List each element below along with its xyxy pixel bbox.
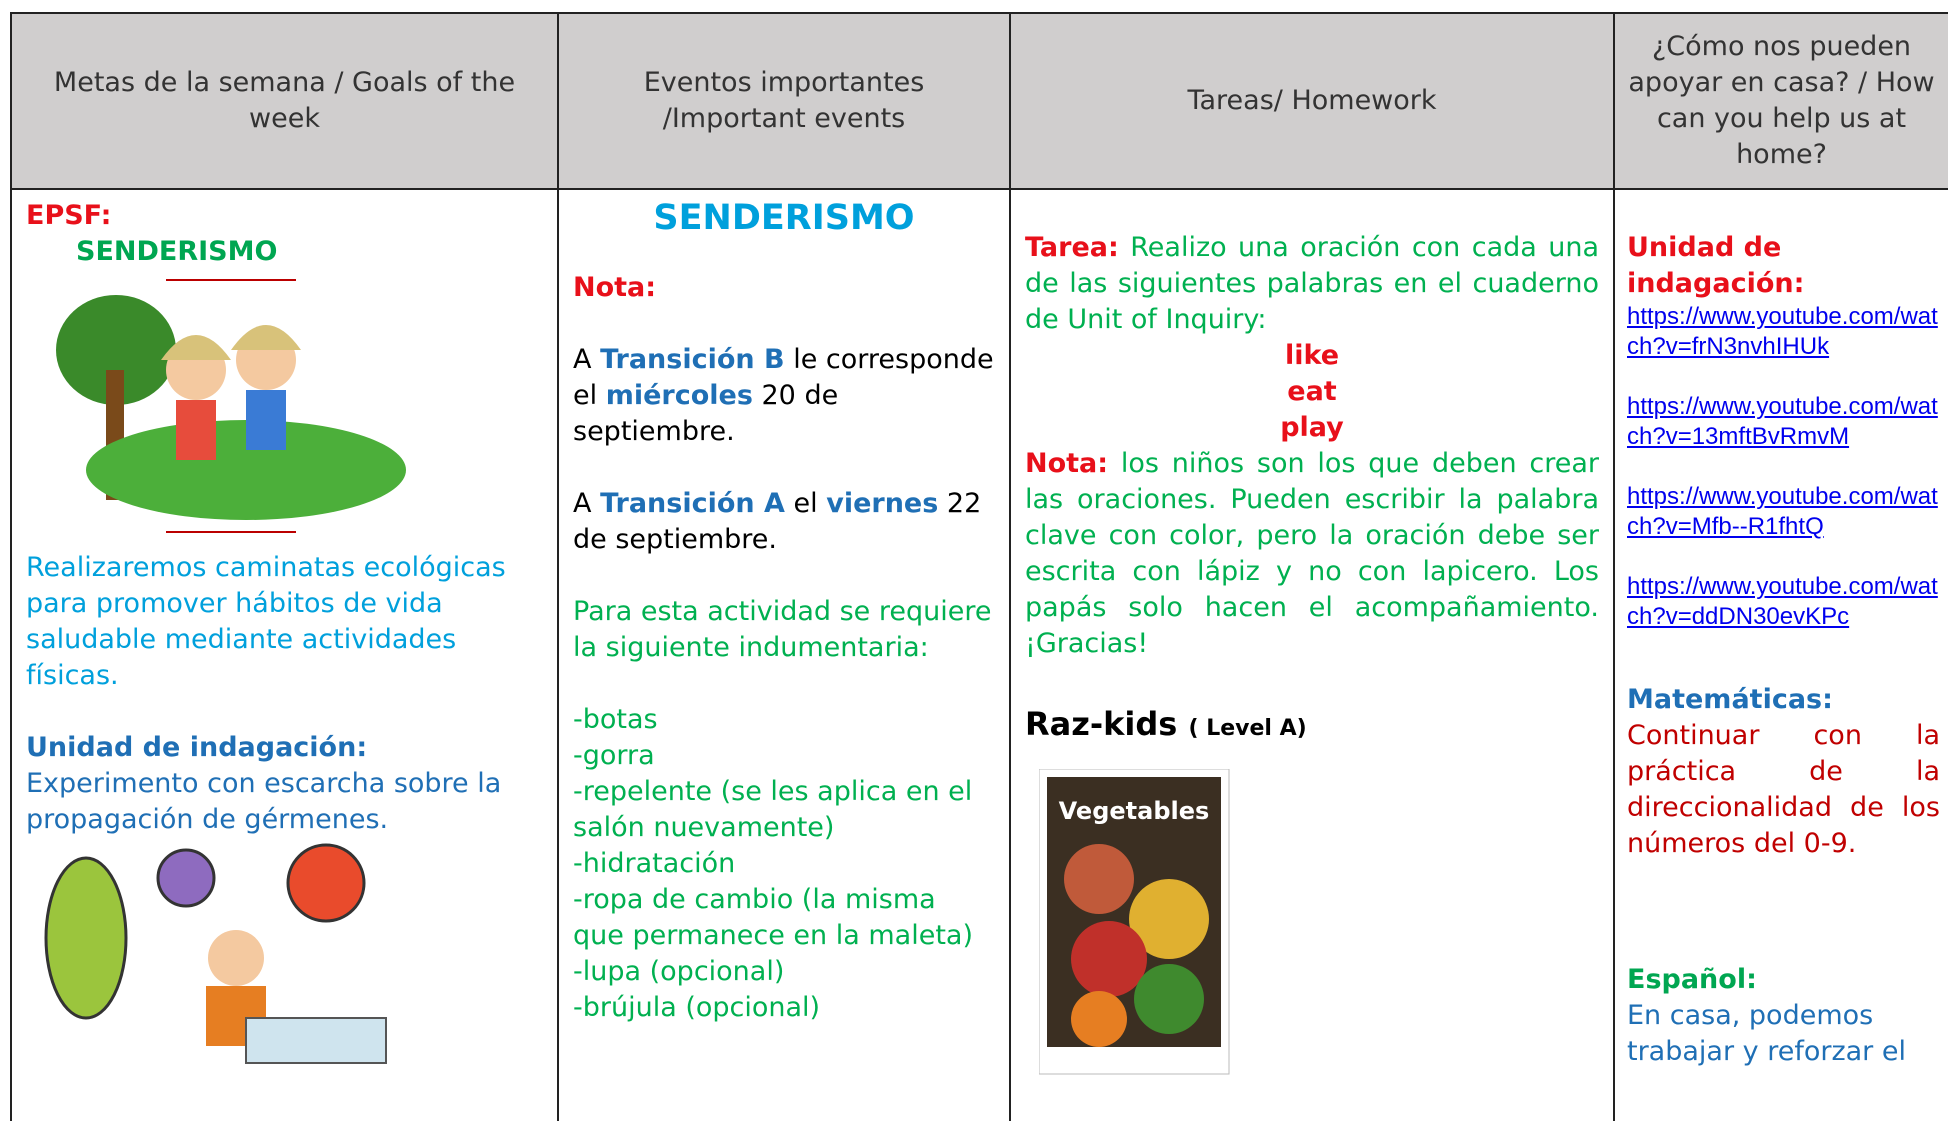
keyword: play [1280,412,1344,443]
title: SENDERISMO [76,236,278,267]
item: -lupa (opcional) [573,956,785,987]
reading-title: Raz-kids [1025,705,1178,743]
task: Tarea: Realizo una oración con cada una … [1025,230,1599,338]
video-link[interactable]: https://www.youtube.com/watch?v=13mftBvR… [1627,393,1938,450]
item: -ropa de cambio (la misma que permanece … [573,884,973,951]
item: -brújula (opcional) [573,992,821,1023]
item: -hidratación [573,848,736,879]
text: A [573,344,601,375]
header-cell: Eventos importantes /Important events [557,12,1009,190]
highlight: Transición B [600,344,785,375]
highlight: Transición A [600,488,785,519]
header-cell: ¿Cómo nos pueden apoyar en casa? / How c… [1613,12,1948,190]
label: EPSF: [26,200,112,231]
book-title: Vegetables [1059,797,1210,825]
text: 20 de septiembre. [573,380,839,447]
note-label: Nota: [1025,448,1109,479]
title: SENDERISMO [653,198,915,238]
header-cell: Metas de la semana / Goals of the week [10,12,557,190]
link-list: https://www.youtube.com/watch?v=frN3nvhI… [1627,302,1940,632]
reading-level: ( Level A) [1188,716,1307,741]
event-line: A Transición B le corresponde el miércol… [573,342,995,450]
event-line: A Transición A el viernes 22 de septiemb… [573,486,995,558]
header-text: Eventos importantes /Important events [643,67,925,134]
book-cover: Vegetables [1038,768,1230,1075]
unit-label: Unidad de indagación: [26,732,368,763]
events-cell: SENDERISMO Nota: A Transición B le corre… [557,190,1009,1121]
word-list: like eat play [1025,338,1599,446]
math-text: Continuar con la práctica de la direccio… [1627,720,1940,859]
text: el [784,488,827,519]
header-text: Metas de la semana / Goals of the week [53,67,516,134]
unit-text: Experimento con escarcha sobre la propag… [26,768,502,835]
hiking-illustration [56,279,406,533]
requirement: Para esta actividad se requiere la sigui… [573,596,992,663]
highlight: viernes [826,488,939,519]
note-label: Nota: [573,272,657,303]
highlight: miércoles [605,380,753,411]
math-label: Matemáticas: [1627,684,1833,715]
keyword: like [1284,340,1340,371]
homework-cell: Tarea: Realizo una oración con cada una … [1009,190,1613,1121]
item: -repelente (se les aplica en el salón nu… [573,776,973,843]
text: 22 de septiembre. [573,488,982,555]
video-link[interactable]: https://www.youtube.com/watch?v=frN3nvhI… [1627,303,1938,360]
spanish-text: En casa, podemos trabajar y reforzar el [1627,1000,1906,1067]
unit-label: Unidad de indagación: [1627,232,1805,299]
task-text: Realizo una oración con cada una de las … [1025,232,1599,335]
reading: Raz-kids ( Level A) [1025,706,1599,747]
spanish-label: Español: [1627,964,1757,995]
header-text: ¿Cómo nos pueden apoyar en casa? / How c… [1628,31,1935,170]
item-list: -botas -gorra -repelente (se les aplica en… [573,702,995,1026]
goals-cell: EPSF: SENDERISMO Realizaremos caminatas … [10,190,557,1121]
support-cell: Unidad de indagación: https://www.youtub… [1613,190,1948,1121]
germs-illustration [44,843,387,1064]
note-text: los niños son los que deben crear las or… [1025,448,1599,659]
task-label: Tarea: [1025,232,1119,263]
text: A [573,488,601,519]
item: -botas [573,704,658,735]
keyword: eat [1287,376,1337,407]
text: le corresponde el [573,344,994,411]
item: -gorra [573,740,655,771]
header-cell: Tareas/ Homework [1009,12,1613,190]
header-text: Tareas/ Homework [1187,85,1437,116]
note: Nota: los niños son los que deben crear … [1025,446,1599,662]
description: Realizaremos caminatas ecológicas para p… [26,552,506,691]
video-link[interactable]: https://www.youtube.com/watch?v=Mfb--R1f… [1627,483,1938,540]
video-link[interactable]: https://www.youtube.com/watch?v=ddDN30ev… [1627,573,1938,630]
